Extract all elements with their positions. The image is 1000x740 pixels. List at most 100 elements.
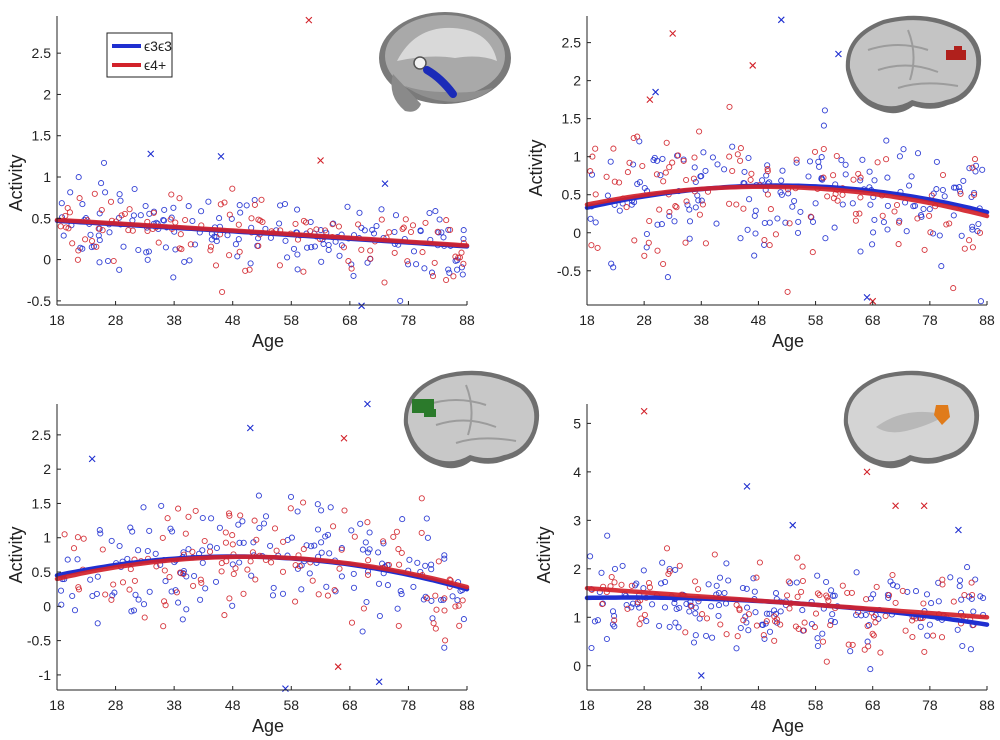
data-point xyxy=(760,632,767,639)
data-point xyxy=(118,212,125,219)
data-point xyxy=(816,592,823,599)
data-point xyxy=(870,632,877,639)
data-point xyxy=(87,231,94,238)
data-point xyxy=(280,538,287,545)
data-point xyxy=(244,566,251,573)
data-point xyxy=(135,246,142,254)
data-point xyxy=(864,622,871,630)
data-point xyxy=(686,218,694,225)
data-point xyxy=(108,537,115,544)
data-point xyxy=(592,145,599,152)
x-axis-label: Age xyxy=(252,716,284,736)
data-point xyxy=(877,649,884,656)
data-point xyxy=(721,166,728,173)
data-point xyxy=(604,532,611,539)
data-point xyxy=(259,218,266,226)
data-point xyxy=(703,632,710,639)
data-point xyxy=(624,169,631,176)
data-point xyxy=(240,590,247,597)
data-point xyxy=(672,566,679,573)
data-point xyxy=(734,151,741,158)
x-tick-label: 38 xyxy=(166,312,182,328)
data-point xyxy=(871,216,878,223)
data-point xyxy=(234,253,241,260)
data-point xyxy=(926,621,933,628)
data-point xyxy=(436,216,443,223)
data-point xyxy=(797,208,804,215)
data-point xyxy=(702,167,709,174)
data-point xyxy=(240,539,247,546)
data-point xyxy=(276,262,283,269)
data-point xyxy=(753,622,760,629)
data-point xyxy=(365,549,372,556)
data-point xyxy=(921,648,928,655)
data-point xyxy=(183,606,190,613)
x-tick-label: 58 xyxy=(808,312,824,328)
data-point xyxy=(959,642,966,650)
data-point xyxy=(430,620,437,627)
data-point xyxy=(682,239,689,246)
data-point xyxy=(702,240,709,247)
data-point xyxy=(57,587,65,594)
x-tick-label: 68 xyxy=(342,697,358,713)
data-point xyxy=(716,574,724,581)
data-point xyxy=(230,570,237,578)
data-point xyxy=(921,246,928,253)
data-point xyxy=(795,218,802,225)
data-point xyxy=(616,207,623,214)
data-point xyxy=(96,527,103,534)
data-point xyxy=(452,253,459,260)
data-point xyxy=(361,227,368,234)
data-point xyxy=(763,610,770,617)
data-point xyxy=(87,576,94,583)
data-point xyxy=(833,152,840,160)
data-point xyxy=(675,624,682,631)
data-point xyxy=(207,543,214,550)
data-point xyxy=(686,235,693,242)
data-point xyxy=(914,150,922,157)
data-point xyxy=(367,247,374,254)
data-point xyxy=(793,156,800,163)
data-point xyxy=(345,258,352,265)
outlier-point xyxy=(863,294,871,301)
data-point xyxy=(968,595,975,602)
x-tick-label: 28 xyxy=(108,312,124,328)
data-point xyxy=(74,534,81,541)
data-point xyxy=(753,574,760,581)
data-point xyxy=(341,507,348,514)
y-tick-label: -0.5 xyxy=(27,293,51,309)
data-point xyxy=(784,592,791,599)
data-point xyxy=(737,157,744,164)
panel-top-right: 18 28 38 48 58 68 78 88 -0.5 0 0.5 1 1.5 2 2.5 Age Act… xyxy=(526,15,995,351)
data-point xyxy=(663,545,671,552)
x-tick-label: 18 xyxy=(579,312,595,328)
data-point xyxy=(893,201,901,209)
data-point xyxy=(696,211,703,218)
data-point xyxy=(715,612,722,619)
data-point xyxy=(135,547,142,554)
data-point xyxy=(162,244,169,251)
data-point xyxy=(75,247,82,254)
data-point xyxy=(908,173,915,180)
data-point xyxy=(424,534,431,541)
data-point xyxy=(197,596,204,603)
data-point xyxy=(977,298,984,305)
data-point xyxy=(413,261,420,268)
data-point xyxy=(247,558,254,565)
data-point xyxy=(267,542,274,549)
panel-bottom-left: 18 28 38 48 58 68 78 88 -1 -0.5 0 0.5 1 1.5 2 2.5 Age A… xyxy=(6,370,540,736)
data-point xyxy=(777,189,784,196)
data-point xyxy=(850,176,857,183)
x-tick-label: 68 xyxy=(865,697,881,713)
data-point xyxy=(64,204,71,212)
data-point xyxy=(675,152,682,159)
data-point xyxy=(598,569,605,576)
data-point xyxy=(814,590,821,597)
data-point xyxy=(957,190,964,197)
data-point xyxy=(120,243,127,250)
data-point xyxy=(410,583,417,590)
data-point xyxy=(903,228,910,235)
data-point xyxy=(335,223,342,230)
data-point xyxy=(110,257,117,265)
data-point xyxy=(885,594,892,601)
